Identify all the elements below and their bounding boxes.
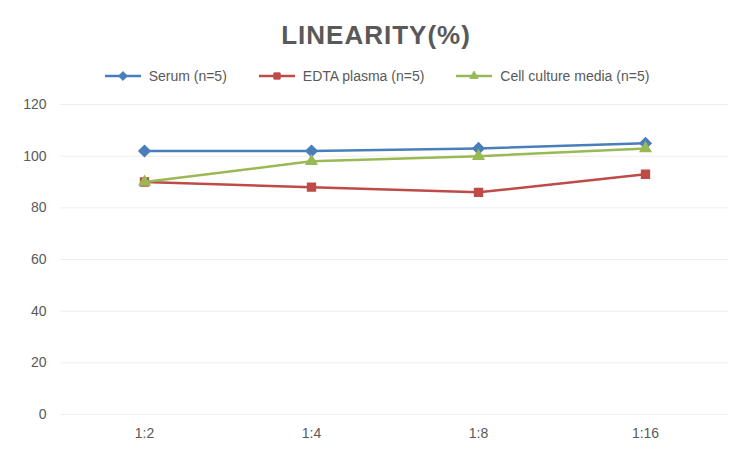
svg-text:1:2: 1:2 xyxy=(135,425,155,441)
html-text:EDTA plasma (n=5): EDTA plasma (n=5) xyxy=(302,68,425,84)
svg-text:20: 20 xyxy=(31,354,47,370)
svg-text:100: 100 xyxy=(23,148,47,164)
svg-text:0: 0 xyxy=(39,406,47,422)
svg-text:1:4: 1:4 xyxy=(302,425,322,441)
svg-text:1:16: 1:16 xyxy=(632,425,659,441)
html-text:Cell culture media (n=5): Cell culture media (n=5) xyxy=(500,68,650,84)
svg-text:120: 120 xyxy=(23,96,47,112)
svg-text:1:8: 1:8 xyxy=(469,425,489,441)
svg-text:60: 60 xyxy=(31,251,47,267)
svg-text:80: 80 xyxy=(31,199,47,215)
html-text:Serum (n=5): Serum (n=5) xyxy=(148,68,227,84)
svg-text:40: 40 xyxy=(31,303,47,319)
html-text:LINEARITY(%): LINEARITY(%) xyxy=(281,20,471,50)
